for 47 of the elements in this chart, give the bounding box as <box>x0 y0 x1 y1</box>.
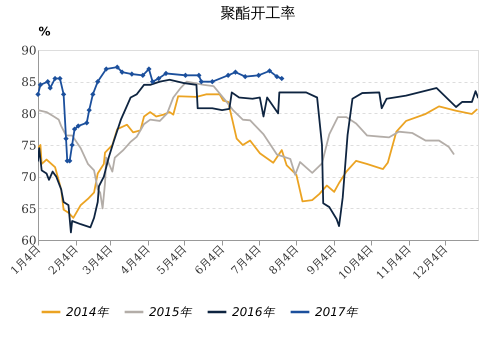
point <box>163 70 169 76</box>
point <box>45 79 50 84</box>
y-tick-label: 70 <box>21 170 36 184</box>
point <box>114 64 120 70</box>
point <box>60 92 66 97</box>
chart-title: 聚酯开工率 <box>220 4 296 22</box>
x-tick-label: 4月4日 <box>118 242 152 278</box>
point <box>266 68 272 74</box>
line-series <box>38 80 455 210</box>
x-tick-label: 8月4日 <box>266 242 302 278</box>
point <box>150 79 156 84</box>
x-tick-label: 6月4日 <box>192 242 227 278</box>
legend-label: 2015年 <box>149 305 193 319</box>
y-axis-title: % <box>38 24 51 38</box>
point <box>232 70 238 75</box>
point <box>72 126 78 132</box>
point <box>84 120 90 126</box>
point <box>242 74 248 80</box>
legend-label: 2017年 <box>315 305 359 319</box>
point <box>146 66 152 72</box>
y-tick-label: 90 <box>21 44 36 58</box>
point <box>129 71 134 77</box>
point <box>210 79 215 84</box>
y-tick-label: 80 <box>21 106 36 121</box>
point <box>140 72 146 78</box>
line-series <box>38 93 478 219</box>
x-tick-label: 3月4日 <box>80 242 115 278</box>
point <box>52 76 58 82</box>
x-tick-label: 5月4日 <box>154 242 190 278</box>
point <box>119 70 125 75</box>
legend-label: 2014年 <box>66 305 110 319</box>
point <box>86 108 92 113</box>
point <box>38 82 44 88</box>
x-tick-label: 2月4日 <box>46 242 81 278</box>
point <box>57 76 63 82</box>
point <box>69 142 75 148</box>
legend-label: 2016年 <box>232 305 276 319</box>
point <box>90 92 96 97</box>
point <box>63 136 69 142</box>
y-tick-label: 65 <box>21 202 36 216</box>
y-tick-label: 85 <box>21 75 36 90</box>
point <box>274 74 280 80</box>
point <box>225 72 231 78</box>
x-tick-label: 7月4日 <box>228 242 264 278</box>
point <box>198 79 204 84</box>
point <box>95 79 100 84</box>
y-tick-label: 75 <box>21 138 36 152</box>
